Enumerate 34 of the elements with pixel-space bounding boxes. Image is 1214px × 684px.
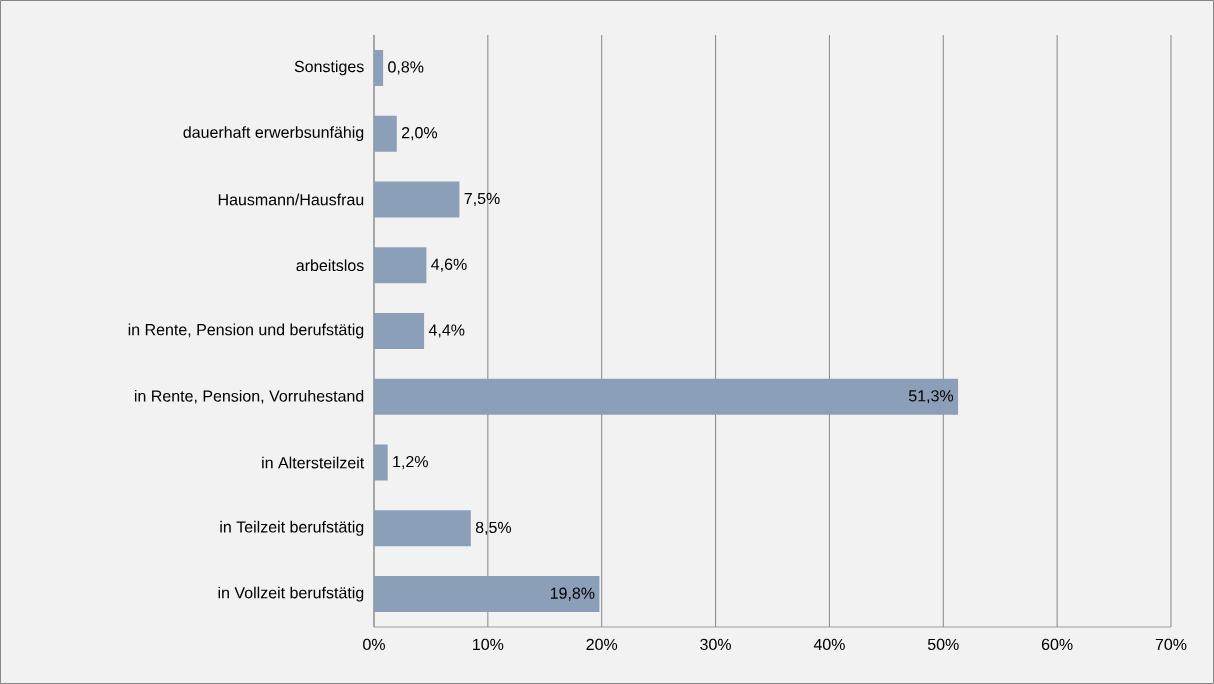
bar bbox=[374, 510, 471, 547]
x-tick-label: 30% bbox=[700, 638, 731, 651]
x-tick-label: 60% bbox=[1041, 638, 1073, 651]
y-tick-label: dauerhaft erwerbsunfähig bbox=[183, 126, 364, 142]
x-tick-label: 20% bbox=[586, 638, 618, 651]
x-tick-label: 50% bbox=[927, 638, 959, 651]
y-tick-label: in Rente, Pension, Vorruhestand bbox=[134, 389, 364, 404]
bar bbox=[374, 115, 397, 152]
data-label: 19,8% bbox=[550, 587, 595, 601]
x-tick-label: 70% bbox=[1155, 638, 1187, 651]
y-tick-label: in Altersteilzeit bbox=[262, 456, 365, 469]
y-tick-label: in Rente, Pension und berufstätig bbox=[128, 323, 364, 339]
data-label: 8,5% bbox=[475, 521, 512, 535]
data-label: 4,6% bbox=[431, 258, 467, 272]
y-tick-label: in Teilzeit berufstätig bbox=[220, 520, 364, 536]
bar bbox=[374, 378, 959, 415]
bar bbox=[374, 247, 427, 284]
y-tick-label: in Vollzeit berufstätig bbox=[218, 586, 364, 602]
y-tick-label: arbeitslos bbox=[296, 259, 364, 272]
bar bbox=[374, 312, 425, 349]
y-tick-label: Sonstiges bbox=[294, 60, 364, 76]
x-tick-label: 40% bbox=[813, 638, 845, 651]
data-label: 2,0% bbox=[401, 127, 438, 141]
bar bbox=[374, 576, 600, 613]
data-label: 4,4% bbox=[428, 324, 465, 338]
data-label: 7,5% bbox=[464, 192, 500, 207]
bar bbox=[374, 444, 388, 481]
x-tick-label: 0% bbox=[363, 638, 385, 651]
bar bbox=[374, 181, 460, 218]
x-tick-label: 10% bbox=[473, 638, 504, 651]
data-label: 0,8% bbox=[388, 61, 424, 75]
y-tick-label: Hausmann/Hausfrau bbox=[218, 193, 364, 206]
data-label: 1,2% bbox=[393, 455, 428, 470]
data-label: 51,3% bbox=[908, 390, 954, 404]
